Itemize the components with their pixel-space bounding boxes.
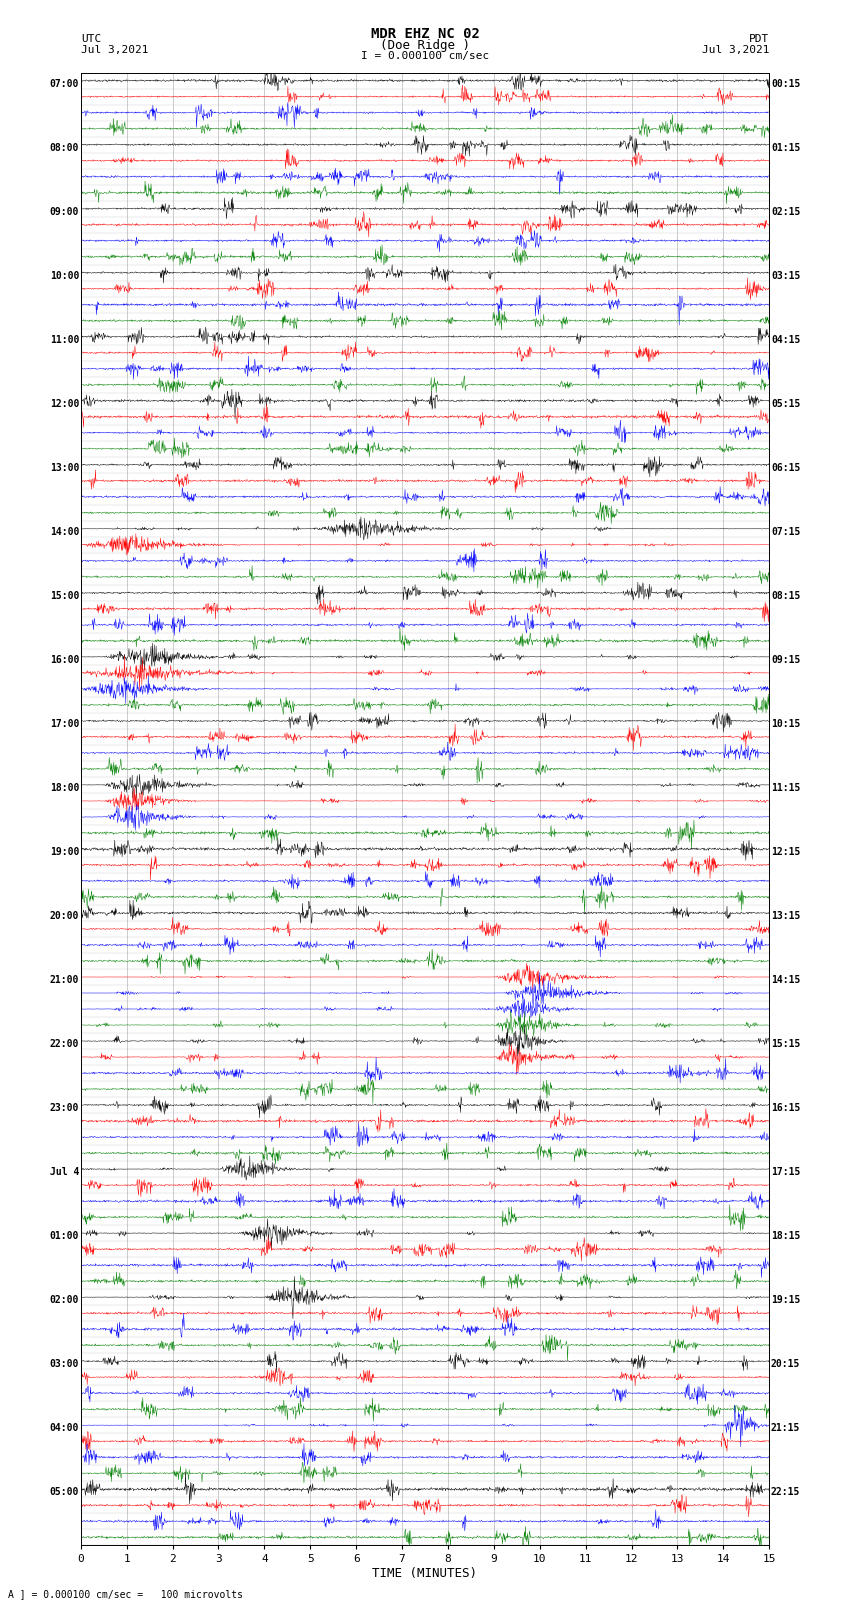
Text: 20:15: 20:15 bbox=[771, 1360, 801, 1369]
Text: 03:15: 03:15 bbox=[771, 271, 801, 281]
Text: 00:15: 00:15 bbox=[771, 79, 801, 89]
Text: 21:00: 21:00 bbox=[49, 974, 79, 986]
Text: 23:00: 23:00 bbox=[49, 1103, 79, 1113]
Text: 01:15: 01:15 bbox=[771, 142, 801, 153]
Text: 13:15: 13:15 bbox=[771, 911, 801, 921]
Text: 02:15: 02:15 bbox=[771, 206, 801, 216]
Text: 07:00: 07:00 bbox=[49, 79, 79, 89]
Text: 21:15: 21:15 bbox=[771, 1423, 801, 1434]
Text: 02:00: 02:00 bbox=[49, 1295, 79, 1305]
Text: 07:15: 07:15 bbox=[771, 527, 801, 537]
Text: 09:00: 09:00 bbox=[49, 206, 79, 216]
Text: 11:00: 11:00 bbox=[49, 336, 79, 345]
Text: 04:00: 04:00 bbox=[49, 1423, 79, 1434]
Text: 14:00: 14:00 bbox=[49, 527, 79, 537]
Text: 15:15: 15:15 bbox=[771, 1039, 801, 1048]
Text: 14:15: 14:15 bbox=[771, 974, 801, 986]
Text: Jul 4: Jul 4 bbox=[49, 1168, 79, 1177]
Text: 22:00: 22:00 bbox=[49, 1039, 79, 1048]
Text: 10:15: 10:15 bbox=[771, 719, 801, 729]
Text: UTC: UTC bbox=[81, 34, 101, 44]
Text: 12:00: 12:00 bbox=[49, 398, 79, 408]
Text: 19:00: 19:00 bbox=[49, 847, 79, 857]
Text: 06:15: 06:15 bbox=[771, 463, 801, 473]
Text: 18:15: 18:15 bbox=[771, 1231, 801, 1240]
Text: PDT: PDT bbox=[749, 34, 769, 44]
Text: 08:15: 08:15 bbox=[771, 590, 801, 600]
Text: 20:00: 20:00 bbox=[49, 911, 79, 921]
Text: 13:00: 13:00 bbox=[49, 463, 79, 473]
Text: 16:15: 16:15 bbox=[771, 1103, 801, 1113]
Text: I = 0.000100 cm/sec: I = 0.000100 cm/sec bbox=[361, 52, 489, 61]
Text: 19:15: 19:15 bbox=[771, 1295, 801, 1305]
Text: 15:00: 15:00 bbox=[49, 590, 79, 600]
Text: 05:00: 05:00 bbox=[49, 1487, 79, 1497]
Text: (Doe Ridge ): (Doe Ridge ) bbox=[380, 39, 470, 52]
Text: A ] = 0.000100 cm/sec =   100 microvolts: A ] = 0.000100 cm/sec = 100 microvolts bbox=[8, 1589, 243, 1598]
Text: 05:15: 05:15 bbox=[771, 398, 801, 408]
Text: 10:00: 10:00 bbox=[49, 271, 79, 281]
Text: 18:00: 18:00 bbox=[49, 782, 79, 794]
X-axis label: TIME (MINUTES): TIME (MINUTES) bbox=[372, 1568, 478, 1581]
Text: 04:15: 04:15 bbox=[771, 336, 801, 345]
Text: Jul 3,2021: Jul 3,2021 bbox=[702, 45, 769, 55]
Text: 16:00: 16:00 bbox=[49, 655, 79, 665]
Text: 11:15: 11:15 bbox=[771, 782, 801, 794]
Text: MDR EHZ NC 02: MDR EHZ NC 02 bbox=[371, 27, 479, 40]
Text: 08:00: 08:00 bbox=[49, 142, 79, 153]
Text: 12:15: 12:15 bbox=[771, 847, 801, 857]
Text: 01:00: 01:00 bbox=[49, 1231, 79, 1240]
Text: 17:15: 17:15 bbox=[771, 1168, 801, 1177]
Text: Jul 3,2021: Jul 3,2021 bbox=[81, 45, 148, 55]
Text: 17:00: 17:00 bbox=[49, 719, 79, 729]
Text: 22:15: 22:15 bbox=[771, 1487, 801, 1497]
Text: 03:00: 03:00 bbox=[49, 1360, 79, 1369]
Text: 09:15: 09:15 bbox=[771, 655, 801, 665]
